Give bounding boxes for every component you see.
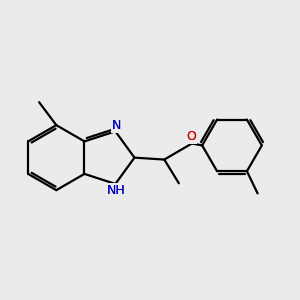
Text: N: N <box>112 119 121 133</box>
Text: O: O <box>186 130 196 143</box>
Text: NH: NH <box>107 184 126 197</box>
Text: O: O <box>186 130 196 143</box>
Text: N: N <box>112 119 121 133</box>
Text: NH: NH <box>107 184 126 197</box>
Text: N: N <box>112 119 121 133</box>
Text: O: O <box>186 130 196 143</box>
Text: NH: NH <box>107 184 126 197</box>
